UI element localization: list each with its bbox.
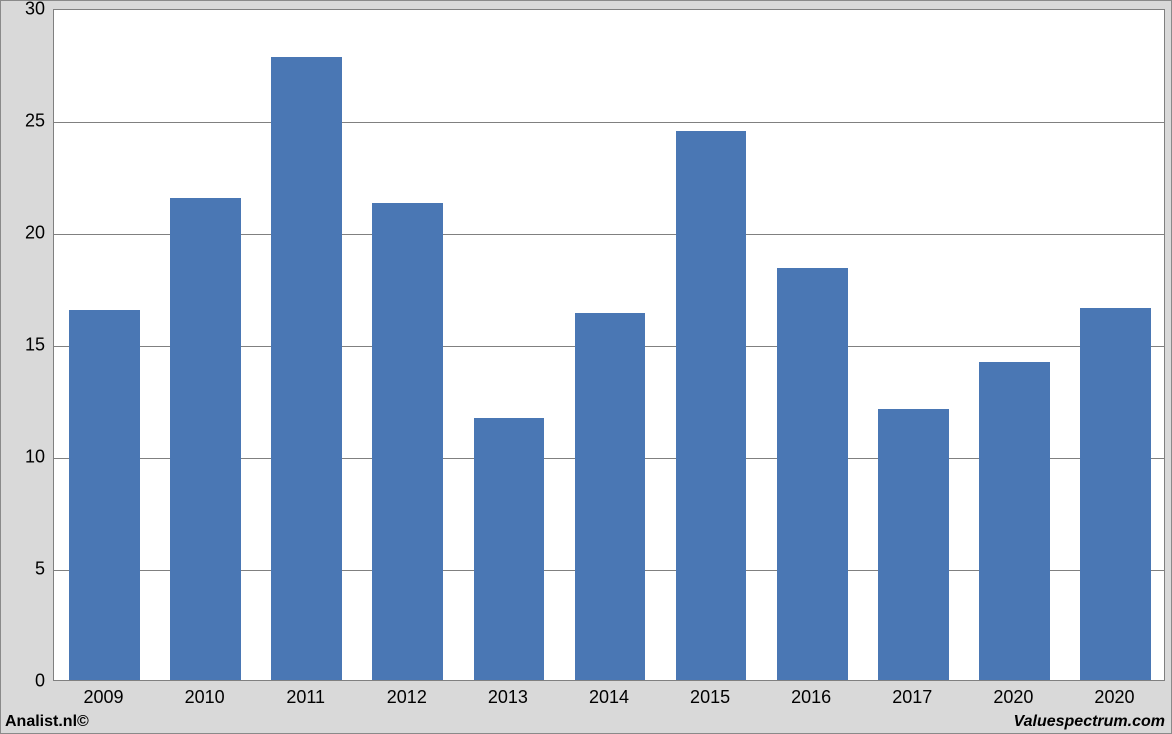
- y-tick-label: 20: [1, 223, 53, 244]
- bar: [271, 57, 342, 680]
- x-tick-label: 2011: [286, 687, 325, 708]
- bar: [979, 362, 1050, 680]
- y-tick-label: 25: [1, 111, 53, 132]
- bar: [1080, 308, 1151, 680]
- bar: [69, 310, 140, 680]
- x-tick-label: 2009: [84, 687, 124, 708]
- y-tick-label: 30: [1, 0, 53, 20]
- gridline: [54, 122, 1164, 123]
- y-axis-labels: 051015202530: [1, 9, 53, 681]
- footer-credit-right: Valuespectrum.com: [1014, 713, 1165, 731]
- x-axis-labels: 2009 2010 2011 2012 2013 2014 2015 2016 2017 2020…: [53, 687, 1165, 717]
- bar: [878, 409, 949, 680]
- x-tick-label: 2015: [690, 687, 730, 708]
- plot-area: [53, 9, 1165, 681]
- x-tick-label: 2012: [387, 687, 427, 708]
- bar: [474, 418, 545, 680]
- chart-outer-frame: 0 5 10 15 20 25 30 2009 2010 2011 2012 2013 2014 201…: [0, 0, 1172, 734]
- x-tick-label: 2020: [1094, 687, 1134, 708]
- bar: [676, 131, 747, 680]
- bar: [372, 203, 443, 680]
- bar: [777, 268, 848, 680]
- x-tick-label: 2016: [791, 687, 831, 708]
- footer-credit-left: Analist.nl©: [5, 713, 89, 731]
- x-tick-label: 2020: [993, 687, 1033, 708]
- y-tick-label: 5: [1, 559, 53, 580]
- x-tick-label: 2010: [185, 687, 225, 708]
- bar: [575, 313, 646, 680]
- x-tick-label: 2014: [589, 687, 629, 708]
- x-tick-label: 2013: [488, 687, 528, 708]
- x-tick-label: 2017: [892, 687, 932, 708]
- bar: [170, 198, 241, 680]
- y-tick-label: 15: [1, 335, 53, 356]
- y-tick-label: 0: [1, 671, 53, 692]
- y-tick-label: 10: [1, 447, 53, 468]
